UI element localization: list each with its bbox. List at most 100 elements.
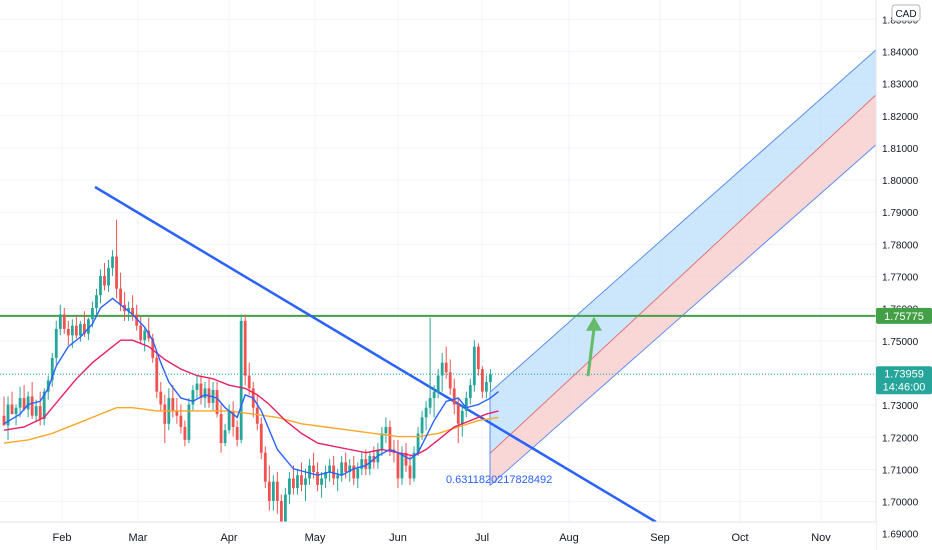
downtrend-line [94,185,657,524]
price-tick-label: 1.77000 [882,273,919,284]
candle-body [95,295,98,309]
price-tick-label: 1.84000 [882,47,919,58]
candle-body [312,465,315,473]
candle-body [271,481,275,501]
candle-body [468,385,472,399]
candle-body [239,320,243,440]
ema-mid-line [3,339,499,457]
candle-body [464,398,468,411]
candle-body [284,494,287,527]
candle-body [175,410,179,416]
candle-body [352,465,356,479]
candle-body [143,330,147,341]
candle-body [22,398,26,410]
channel-lower-band [490,94,876,486]
candle-body [275,481,279,501]
price-tick-label: 1.73000 [882,401,919,412]
candle-body [199,383,203,399]
candle-body [288,478,291,495]
candle-body [14,407,18,415]
candle-body [424,407,428,418]
candle-body [328,465,332,473]
candle-body [227,410,231,431]
candle-body [259,423,263,453]
price-tick-label: 1.81000 [882,144,919,155]
candle-body [231,410,235,427]
channel-annotation: 0.6311820217828492 [446,474,552,486]
candle-body [139,325,143,341]
currency-badge[interactable]: CAD [891,4,921,22]
candle-body [279,500,283,527]
candle-body [267,481,271,501]
candle-body [448,372,452,389]
candle-body [384,426,388,434]
candle-body [404,452,408,466]
candle-body [452,388,456,405]
candle-body [247,375,251,389]
ema-fast-line [3,297,499,476]
price-tick-label: 1.83000 [882,80,919,91]
candle-body [296,475,299,489]
price-tick-label: 1.80000 [882,176,919,187]
candle-body [400,452,404,479]
candle-body [131,308,135,315]
candle-body [191,390,195,405]
time-tick-label: Aug [559,532,579,544]
candle-body [6,404,10,426]
candle-body [444,362,448,373]
price-tick-label: 1.70000 [882,498,919,509]
time-tick-label: Feb [53,532,72,544]
candle-body [472,346,476,386]
candle-body [78,324,82,336]
price-tick-label: 1.71000 [882,465,919,476]
time-tick-label: Jun [389,532,407,544]
candle-body [432,391,436,399]
price-tick-label: 1.75000 [882,337,919,348]
candle-body [203,388,207,399]
candle-body [119,288,122,305]
candle-body [344,462,348,473]
candle-body [187,404,191,440]
resistance-price-text: 1.75775 [884,311,924,323]
projection-arrow [586,316,602,377]
candle-body [163,404,167,424]
candle-body [183,426,187,440]
candle-body [336,475,340,479]
candle-body [54,328,58,358]
candle-body [380,433,384,450]
candle-body [489,374,492,382]
price-tick-label: 1.78000 [882,240,919,251]
candle-body [456,404,460,424]
bar-countdown-text: 14:46:00 [883,381,926,393]
candle-body [364,459,368,469]
resistance-price-label: 1.75775 [876,307,932,324]
candle-body [87,319,90,334]
candle-body [103,275,106,286]
candle-body [26,396,30,410]
time-axis-ticks: Feb Mar Apr May Jun Jul Aug Sep Oct Nov [53,532,832,544]
candle-body [460,410,464,424]
candle-body [308,465,311,479]
time-tick-label: Mar [129,532,148,544]
candle-body [30,396,34,416]
candle-body [46,380,50,392]
time-tick-label: Oct [731,532,748,544]
channel-upper-band [490,49,876,454]
candle-body [18,398,22,408]
candle-body [255,407,259,424]
candle-body [10,404,14,415]
candle-body [243,320,247,376]
candle-body [316,472,319,485]
candle-body [485,381,488,392]
candle-body [416,433,420,453]
current-price-text: 1.73959 [884,368,924,380]
candle-body [127,308,131,312]
candle-body [235,426,239,440]
candle-body [396,452,400,479]
time-tick-label: Apr [220,532,237,544]
time-tick-label: Nov [811,532,831,544]
channel-mid-line [489,94,877,454]
candle-body [420,417,424,434]
